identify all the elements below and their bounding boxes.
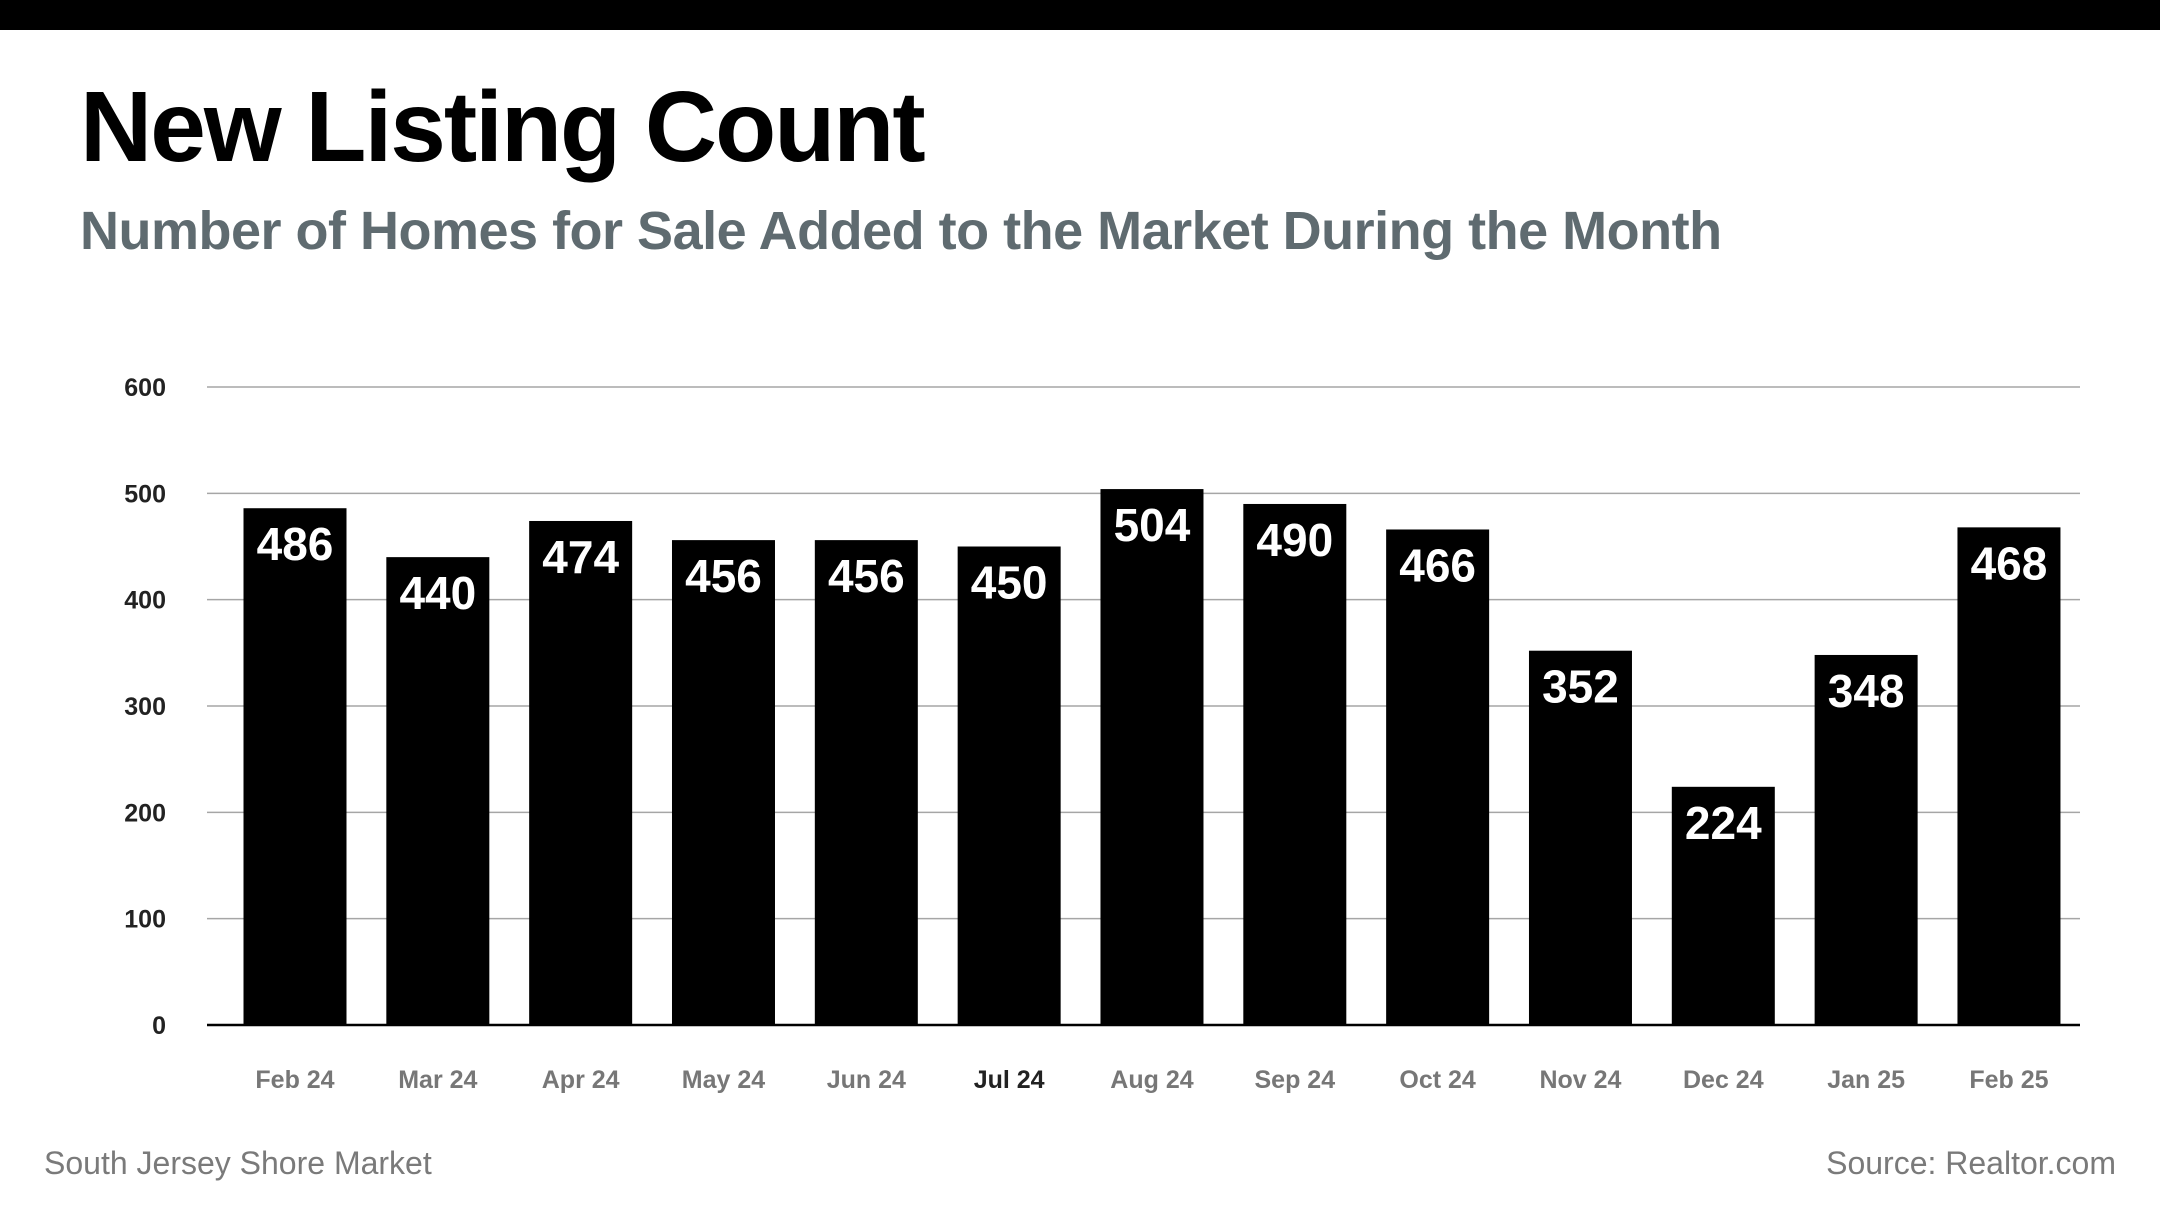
- y-tick-label: 400: [124, 587, 166, 615]
- value-label: 456: [685, 550, 762, 602]
- chart-title: New Listing Count: [80, 71, 926, 183]
- bar-jan-25: [1814, 654, 1918, 1025]
- bar-jun-24: [814, 540, 918, 1025]
- bars: [243, 489, 2061, 1026]
- value-label: 224: [1685, 797, 1762, 849]
- x-tick-label: Jul 24: [974, 1066, 1045, 1094]
- y-axis-ticks: 0 100 200 300 400 500 600: [124, 374, 166, 1040]
- x-tick-label: Sep 24: [1255, 1066, 1336, 1094]
- bar-jul-24: [957, 546, 1061, 1025]
- value-label: 456: [828, 550, 905, 602]
- y-tick-label: 200: [124, 799, 166, 827]
- bar-nov-24: [1528, 650, 1632, 1025]
- y-tick-label: 300: [124, 693, 166, 721]
- bar-dec-24: [1671, 786, 1775, 1025]
- value-label: 440: [399, 567, 476, 619]
- bar-apr-24: [529, 520, 633, 1025]
- x-tick-label: Feb 25: [1969, 1066, 2048, 1094]
- x-tick-label: Feb 24: [255, 1066, 334, 1094]
- chart-subtitle: Number of Homes for Sale Added to the Ma…: [80, 201, 1722, 261]
- value-label: 474: [542, 531, 619, 583]
- x-tick-label: Jan 25: [1827, 1066, 1905, 1094]
- value-label: 486: [257, 518, 334, 570]
- x-tick-label: Nov 24: [1539, 1066, 1621, 1094]
- x-tick-label: Apr 24: [542, 1066, 620, 1094]
- value-label: 352: [1542, 661, 1619, 713]
- x-tick-label: Dec 24: [1683, 1066, 1764, 1094]
- y-tick-label: 600: [124, 374, 166, 402]
- bar-mar-24: [386, 557, 490, 1025]
- value-label: 504: [1114, 499, 1191, 551]
- x-tick-label: May 24: [682, 1066, 765, 1094]
- value-label: 466: [1399, 539, 1476, 591]
- x-tick-label: Mar 24: [398, 1066, 477, 1094]
- x-tick-label: Oct 24: [1399, 1066, 1476, 1094]
- bar-sep-24: [1243, 503, 1347, 1025]
- value-label: 450: [971, 557, 1048, 609]
- y-tick-label: 100: [124, 906, 166, 934]
- bar-feb-25: [1957, 527, 2061, 1025]
- value-label: 348: [1828, 665, 1905, 717]
- bar-feb-24: [243, 508, 347, 1026]
- bar-may-24: [671, 540, 775, 1025]
- y-tick-label: 500: [124, 480, 166, 508]
- x-tick-label: Jun 24: [827, 1066, 906, 1094]
- y-tick-label: 0: [152, 1012, 166, 1040]
- source-credit: Source: Realtor.com: [1826, 1145, 2116, 1181]
- value-label: 490: [1256, 514, 1333, 566]
- x-tick-label: Aug 24: [1110, 1066, 1193, 1094]
- top-bar: [0, 0, 2160, 30]
- bar-aug-24: [1100, 489, 1204, 1026]
- value-label: 468: [1971, 537, 2048, 589]
- value-labels: 486 440 474 456 456 450 504 490 466 352 224 348 468: [257, 499, 2048, 849]
- market-name: South Jersey Shore Market: [44, 1145, 432, 1181]
- x-axis-ticks: Feb 24 Mar 24 Apr 24 May 24 Jun 24 Jul 24 Aug …: [255, 1066, 2048, 1094]
- bar-oct-24: [1386, 529, 1490, 1025]
